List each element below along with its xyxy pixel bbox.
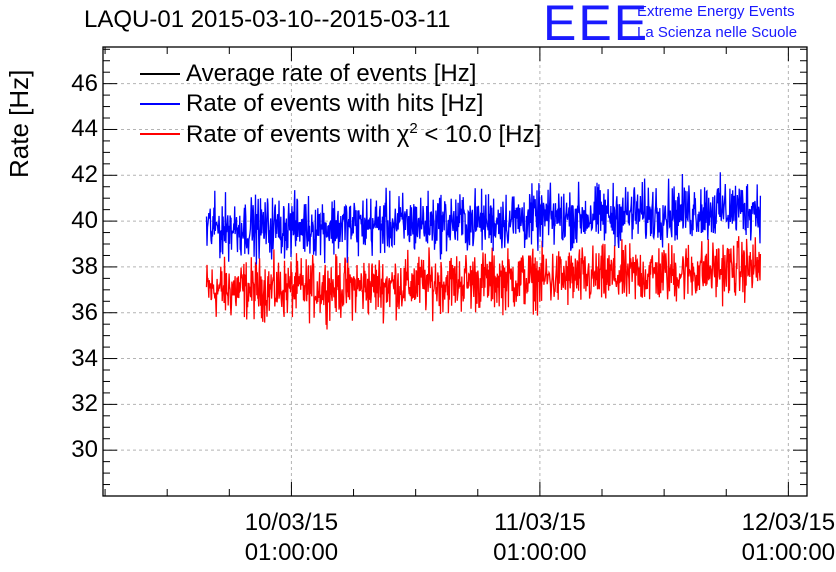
y-tick-label: 36 [71,298,98,326]
series-line-2 [205,236,762,330]
x-tick-time: 01:00:00 [493,539,587,566]
x-tick-date: 12/03/15 [741,509,836,536]
y-tick-label: 44 [71,115,98,143]
y-axis-label: Rate [Hz] [4,69,34,178]
chart-title: LAQU-01 2015-03-10--2015-03-11 [84,6,451,33]
y-tick-label: 42 [71,161,98,189]
y-tick-label: 38 [71,252,98,280]
x-tick-label: 10/03/15 01:00:00 [231,508,351,568]
series-line-1 [205,172,762,265]
legend-label-chi2: Rate of events with χ2 < 10.0 [Hz] [186,120,542,148]
legend-swatch-black [140,73,180,75]
legend-swatch-red [140,133,180,135]
x-tick-label: 12/03/15 01:00:00 [728,508,836,568]
legend-label-average: Average rate of events [Hz] [186,60,477,87]
y-tick-label: 46 [71,69,98,97]
legend-swatch-blue [140,103,180,105]
logo-line-1: Extreme Energy Events [637,3,795,20]
logo-line-2: La Scienza nelle Scuole [637,24,798,41]
plot-frame [102,46,808,497]
x-tick-date: 10/03/15 [244,509,339,536]
y-tick-label: 32 [71,390,98,418]
y-tick-label: 34 [71,344,98,372]
y-tick-label: 30 [71,436,98,464]
x-tick-time: 01:00:00 [244,539,339,566]
x-tick-date: 11/03/15 [494,509,586,536]
legend-label-hits: Rate of events with hits [Hz] [186,90,484,117]
eee-logo: EEE [543,0,650,51]
y-tick-label: 40 [71,207,98,235]
x-tick-label: 11/03/15 01:00:00 [480,508,600,568]
x-tick-time: 01:00:00 [741,539,836,566]
